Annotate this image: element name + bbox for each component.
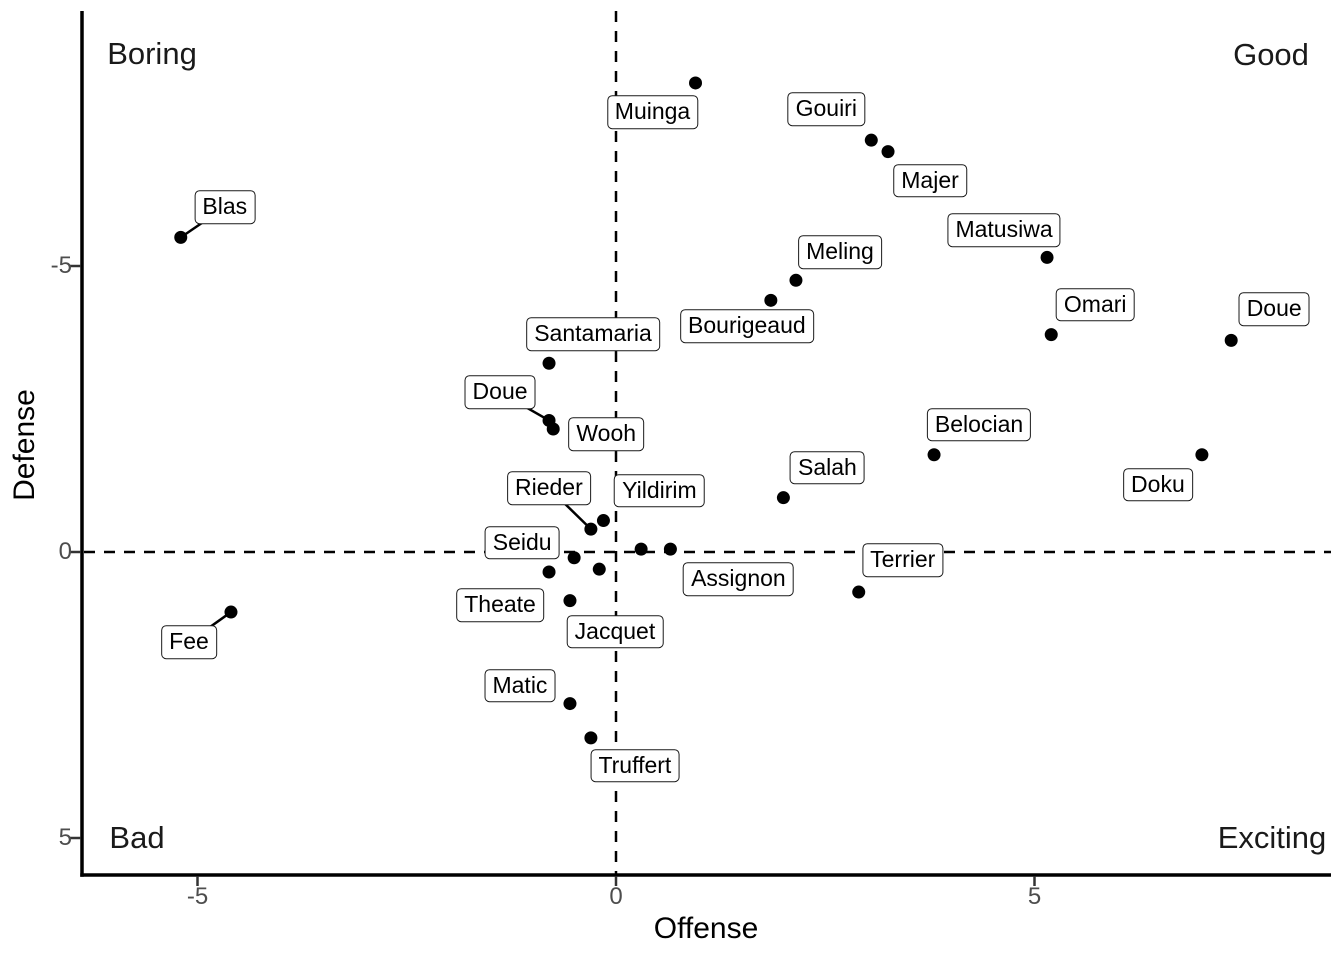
data-point-yildirim [596, 514, 610, 528]
data-point-jacquet [563, 594, 577, 608]
point-label-meling: Meling [798, 235, 882, 270]
data-point-matic [563, 697, 577, 711]
data-point-belocian [927, 448, 941, 462]
point-label-omari: Omari [1055, 287, 1135, 322]
y-tick-label: 5 [58, 824, 72, 851]
data-point-truffert [584, 731, 598, 745]
point-label-doku: Doku [1123, 467, 1193, 502]
point-label-doue: Doue [464, 375, 536, 410]
point-label-rieder: Rieder [506, 471, 591, 505]
data-point-doku [1195, 448, 1209, 462]
quadrant-label-top-right: Good [1233, 37, 1309, 72]
point-label-theate: Theate [456, 588, 544, 622]
quadrant-label-bottom-left: Bad [109, 820, 165, 855]
data-point-meling [789, 273, 803, 287]
y-axis-title: Defense [8, 389, 41, 501]
y-tick-label: -5 [50, 252, 72, 279]
x-tick-label: 0 [609, 883, 623, 910]
data-point-seidu [567, 551, 581, 565]
data-point-blas [174, 230, 188, 244]
data-point-salah [776, 491, 790, 505]
point-label-salah: Salah [789, 450, 865, 485]
data-point-muinga [689, 76, 703, 90]
point-label-jacquet: Jacquet [566, 614, 664, 649]
data-point-theate [542, 565, 556, 579]
quadrant-label-top-left: Boring [107, 36, 197, 71]
x-axis-title: Offense [653, 912, 759, 945]
data-point-santamaria [542, 356, 556, 370]
point-label-matic: Matic [484, 668, 556, 703]
point-label-blas: Blas [194, 190, 256, 225]
data-point-doue [1224, 333, 1238, 347]
data-point-bourigeaud [764, 293, 778, 307]
point-label-assignon: Assignon [683, 562, 794, 596]
point-label-terrier: Terrier [862, 543, 944, 577]
point-label-fee: Fee [161, 625, 217, 659]
data-point-fee [224, 605, 238, 619]
data-point-majer [881, 145, 895, 159]
data-point-rieder [584, 522, 598, 536]
data-point [634, 542, 648, 556]
data-point-assignon [663, 542, 677, 556]
point-label-seidu: Seidu [484, 525, 560, 560]
data-point-gouiri [864, 133, 878, 147]
y-tick-label: 0 [58, 538, 72, 565]
x-tick-label: 5 [1027, 883, 1042, 910]
point-label-muinga: Muinga [606, 95, 699, 129]
data-point-wooh [546, 422, 560, 436]
point-label-truffert: Truffert [590, 749, 680, 783]
point-label-yildirim: Yildirim [614, 473, 705, 508]
data-point-terrier [852, 585, 866, 599]
x-tick-label: -5 [186, 883, 209, 910]
point-label-santamaria: Santamaria [526, 317, 660, 352]
data-point-matusiwa [1040, 250, 1054, 264]
point-label-gouiri: Gouiri [787, 92, 865, 126]
point-label-wooh: Wooh [568, 417, 645, 451]
data-point-omari [1044, 328, 1058, 342]
point-label-bourigeaud: Bourigeaud [680, 309, 814, 344]
point-label-belocian: Belocian [926, 407, 1032, 442]
data-point [592, 562, 606, 576]
point-label-majer: Majer [893, 163, 967, 198]
quadrant-label-bottom-right: Exciting [1217, 820, 1327, 855]
point-label-doue: Doue [1238, 292, 1310, 327]
point-label-matusiwa: Matusiwa [947, 213, 1061, 248]
